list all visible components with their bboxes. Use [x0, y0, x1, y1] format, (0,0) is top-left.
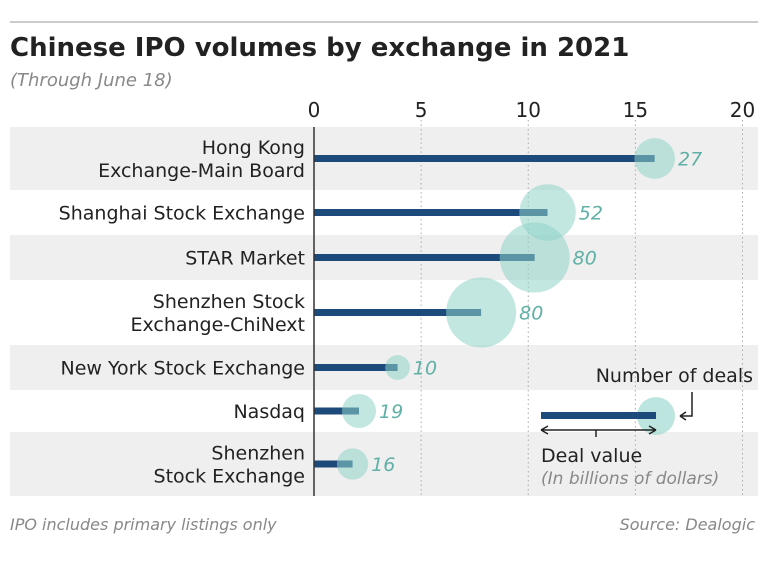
deal-value-bar	[314, 209, 548, 216]
category-label: Exchange-ChiNext	[130, 314, 305, 336]
deals-count-label: 80	[573, 248, 597, 270]
deals-count-label: 27	[678, 149, 702, 171]
row-band	[10, 432, 758, 496]
category-label: Shenzhen	[211, 443, 305, 465]
category-label: Exchange-Main Board	[98, 160, 305, 182]
category-label: New York Stock Exchange	[60, 358, 305, 380]
x-tick-label: 20	[730, 98, 755, 122]
deals-bubble	[446, 277, 517, 348]
legend-value-unit: (In billions of dollars)	[541, 469, 719, 489]
legend-deals-label: Number of deals	[596, 365, 753, 387]
legend-value-arrow	[540, 425, 657, 437]
category-label: Nasdaq	[233, 401, 305, 423]
category-label: STAR Market	[185, 248, 305, 270]
category-label: Hong Kong	[202, 137, 305, 159]
category-label: Stock Exchange	[154, 466, 305, 488]
deals-bubble	[385, 355, 410, 380]
deal-value-bar	[314, 155, 655, 162]
chart-title: Chinese IPO volumes by exchange in 2021	[10, 33, 629, 63]
x-tick-label: 0	[308, 98, 321, 122]
x-tick-label: 5	[415, 98, 428, 122]
deals-bubble	[336, 448, 369, 480]
chart-subtitle: (Through June 18)	[10, 70, 173, 91]
deal-value-bar	[314, 460, 353, 468]
deal-value-bar	[314, 254, 535, 261]
x-tick-label: 10	[516, 98, 541, 122]
deal-value-bar	[314, 309, 482, 316]
deals-bubble	[634, 138, 675, 179]
x-tick-label: 15	[623, 98, 648, 122]
legend-pointer-arrow	[679, 392, 693, 421]
legend: Number of deals Deal value (In billions …	[540, 365, 753, 489]
legend-bar	[541, 412, 656, 419]
deal-value-bar	[314, 407, 359, 415]
category-label: Shanghai Stock Exchange	[59, 203, 305, 225]
deals-count-label: 52	[579, 203, 603, 225]
deals-count-label: 16	[371, 454, 395, 476]
footnote: IPO includes primary listings only	[10, 515, 277, 534]
deals-count-label: 10	[413, 358, 437, 380]
legend-value-label: Deal value	[541, 445, 642, 467]
source: Source: Dealogic	[620, 515, 756, 534]
deals-bubble	[341, 393, 377, 429]
deals-count-label: 19	[379, 401, 403, 423]
deals-count-label: 80	[519, 303, 543, 325]
category-label: Shenzhen Stock	[153, 291, 305, 313]
deals-bubble	[499, 222, 570, 293]
deal-value-bar	[314, 364, 398, 371]
